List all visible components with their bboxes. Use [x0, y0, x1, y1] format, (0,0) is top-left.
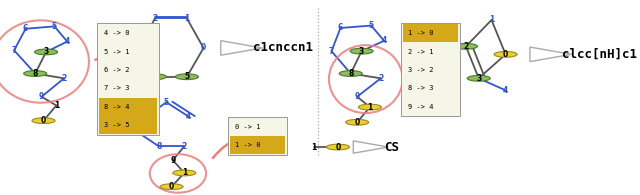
Circle shape [339, 71, 362, 76]
Text: 9: 9 [355, 92, 360, 101]
Text: 3: 3 [359, 47, 364, 56]
Text: 3: 3 [137, 43, 142, 52]
Circle shape [35, 49, 58, 55]
Text: 1: 1 [184, 14, 189, 23]
Text: 7 -> 3: 7 -> 3 [104, 85, 129, 91]
Text: CS: CS [384, 141, 399, 153]
Text: 7: 7 [329, 47, 334, 56]
Circle shape [358, 104, 381, 110]
Text: 1: 1 [311, 143, 316, 152]
Circle shape [32, 118, 55, 124]
Text: c1cnccn1: c1cnccn1 [253, 42, 313, 54]
Bar [99, 98, 157, 116]
Text: 4: 4 [65, 37, 70, 46]
Text: 6: 6 [23, 24, 28, 33]
Circle shape [143, 74, 166, 80]
Text: 2: 2 [61, 74, 67, 83]
Text: 5 -> 1: 5 -> 1 [104, 49, 129, 55]
Text: 5: 5 [164, 98, 169, 107]
Text: 4: 4 [381, 36, 387, 45]
Circle shape [24, 71, 47, 76]
Text: 1 -> 0: 1 -> 0 [408, 30, 433, 36]
Text: 1 -> 0: 1 -> 0 [235, 142, 260, 148]
Text: 0: 0 [335, 143, 340, 152]
Text: 4: 4 [186, 112, 191, 121]
Text: 1: 1 [367, 103, 372, 112]
Circle shape [175, 74, 198, 80]
Text: 3 -> 2: 3 -> 2 [408, 67, 433, 73]
Text: 8 -> 4: 8 -> 4 [104, 104, 129, 110]
Text: 2: 2 [463, 42, 468, 51]
Text: 9 -> 4: 9 -> 4 [408, 104, 433, 110]
Circle shape [350, 48, 373, 54]
Text: 5: 5 [52, 22, 57, 31]
Bar [99, 116, 157, 134]
Text: 8: 8 [348, 69, 353, 78]
Text: 2 -> 1: 2 -> 1 [408, 49, 433, 55]
Text: 0: 0 [201, 43, 206, 52]
Text: 2: 2 [152, 14, 157, 23]
Text: 7: 7 [12, 46, 17, 55]
Text: 0: 0 [503, 50, 508, 59]
Text: 1: 1 [54, 101, 59, 110]
Text: 0: 0 [355, 118, 360, 127]
Circle shape [173, 170, 196, 176]
Bar [403, 24, 458, 42]
Text: 5: 5 [184, 72, 189, 81]
Text: 7: 7 [137, 129, 142, 138]
Text: 3: 3 [44, 47, 49, 56]
Text: 3 -> 5: 3 -> 5 [104, 122, 129, 128]
Circle shape [454, 43, 477, 49]
Text: 8 -> 3: 8 -> 3 [408, 85, 433, 91]
Text: 3: 3 [476, 74, 481, 83]
Text: 4: 4 [503, 86, 508, 95]
Text: 0: 0 [41, 116, 46, 125]
Text: 8: 8 [33, 69, 38, 78]
Text: 4 -> 0: 4 -> 0 [104, 30, 129, 36]
Text: 6: 6 [338, 23, 343, 33]
Text: 6: 6 [143, 112, 148, 121]
Text: 9: 9 [39, 92, 44, 101]
Text: 9: 9 [170, 156, 175, 165]
Text: 5: 5 [369, 21, 374, 30]
Bar [230, 136, 285, 154]
Text: 0 -> 1: 0 -> 1 [235, 124, 260, 130]
Text: 6 -> 2: 6 -> 2 [104, 67, 129, 73]
Circle shape [326, 144, 349, 150]
Text: 1: 1 [182, 168, 187, 177]
FancyBboxPatch shape [97, 23, 159, 135]
Circle shape [346, 119, 369, 125]
Text: 2: 2 [182, 142, 187, 151]
Text: 0: 0 [169, 182, 174, 191]
Text: 1: 1 [489, 15, 494, 25]
FancyBboxPatch shape [228, 117, 287, 155]
FancyBboxPatch shape [401, 23, 460, 116]
Circle shape [467, 75, 490, 81]
Circle shape [160, 184, 183, 190]
Text: 4: 4 [152, 72, 157, 81]
Text: clcc[nH]c1: clcc[nH]c1 [562, 48, 637, 61]
Text: 8: 8 [156, 142, 161, 151]
Text: 2: 2 [378, 74, 383, 83]
Circle shape [494, 51, 517, 57]
